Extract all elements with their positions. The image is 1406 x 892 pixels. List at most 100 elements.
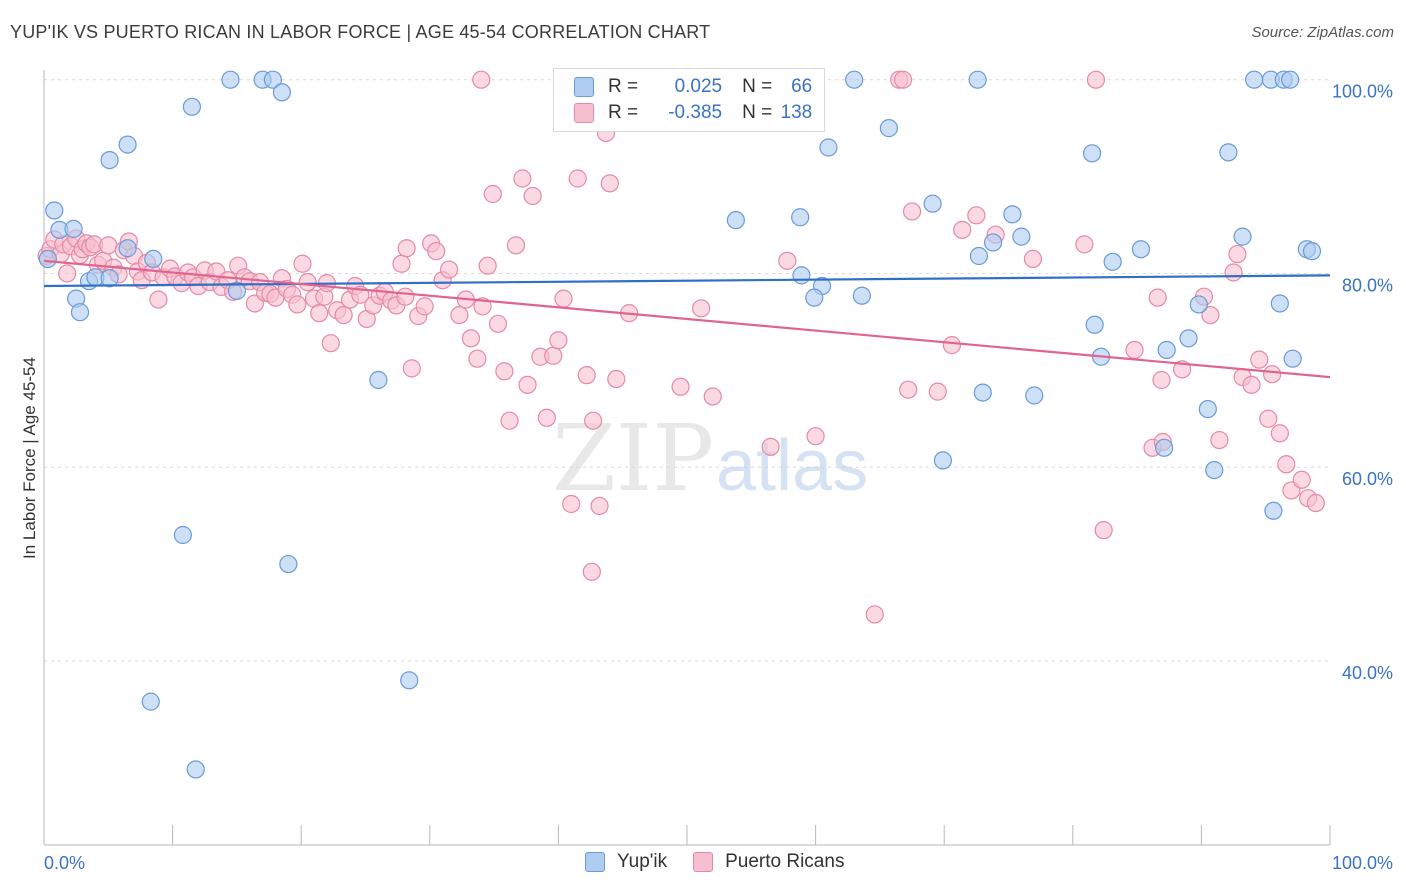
puerto-ricans-point [439,260,459,279]
puerto-ricans-point [1250,350,1269,369]
yupik-point [100,269,119,288]
puerto-ricans-point [1292,470,1311,489]
yupik-point [272,83,292,102]
legend-row-yupik: R = 0.025 N = 66 [574,75,812,99]
puerto-ricans-point [58,264,77,283]
puerto-ricans-point [495,362,514,381]
puerto-ricans-point [1242,375,1261,394]
x-tick-label: 0.0% [44,853,85,873]
y-tick-label: 60.0% [1342,469,1393,489]
puerto-ricans-point [1306,493,1325,513]
puerto-ricans-point [402,359,421,378]
yupik-point [983,233,1003,252]
watermark-zip: ZIP [552,405,714,512]
puerto-ricans-point [562,494,581,514]
puerto-ricans-point [293,254,312,273]
yupik-point [968,70,987,89]
yupik-point [1283,349,1302,368]
yupik-point [221,70,240,89]
yupik-point [1233,227,1252,246]
puerto-ricans-point [1152,370,1171,390]
yupik-point [118,239,137,258]
r-value: 0.025 [674,76,723,97]
puerto-ricans-point [1228,244,1247,264]
axes [43,70,1331,846]
puerto-ricans-point [865,605,884,624]
puerto-ricans-point [1125,340,1144,360]
puerto-ricans-point [1210,430,1229,450]
yupik-point [1155,438,1174,457]
stats-legend: R = 0.025 N = 66 R = -0.385 N = 138 [553,68,825,132]
r-label: R = [608,76,639,97]
puerto-ricans-point [1094,521,1113,540]
y-tick-label: 80.0% [1342,275,1393,295]
yupik-point [1131,240,1151,259]
puerto-ricans-point [537,408,556,427]
puerto-ricans-point [149,290,168,309]
puerto-ricans-point [1201,305,1220,325]
yupik-point [263,70,283,89]
puerto-ricans-trend-line [43,259,1331,379]
puerto-ricans-point [1086,70,1106,89]
yupik-point [1003,205,1022,224]
yupik-point [791,208,810,227]
yupik-point [1189,295,1208,314]
puerto-ricans-point [953,220,972,239]
puerto-ricans-swatch [693,852,714,872]
yupik-point [141,692,160,711]
yupik-point [819,138,838,157]
legend-row-puerto-ricans: R = -0.385 N = 138 [574,101,812,125]
yupik-point [852,286,871,305]
puerto-ricans-point [1270,424,1289,443]
yupik-point [400,671,419,690]
puerto-ricans-point [899,380,918,399]
puerto-ricans-point [607,369,626,389]
legend-item-yupik: Yup'ik [585,851,667,873]
puerto-ricans-point [513,169,532,188]
yupik-point [1270,294,1289,313]
puerto-ricans-point [450,305,469,325]
yupik-point [227,281,246,300]
tick-labels: 40.0% 60.0% 80.0% 100.0% 0.0% 100.0% [44,82,1393,873]
puerto-ricans-point [288,295,307,314]
puerto-ricans-point [518,375,537,394]
puerto-ricans-point [1277,455,1296,474]
puerto-ricans-point [590,496,609,516]
yupik-point [923,194,942,213]
source-label: Source: ZipAtlas.com [1251,24,1394,41]
yupik-label: Yup'ik [617,851,668,872]
puerto-ricans-point [584,411,603,430]
yupik-point [805,288,824,307]
yupik-point [879,119,899,138]
yupik-point [1219,143,1238,162]
yupik-point [173,525,192,545]
puerto-ricans-point [1023,249,1043,269]
legend-item-puerto-ricans: Puerto Ricans [693,851,844,873]
yupik-swatch [574,77,594,97]
puerto-ricans-point [577,366,596,385]
yupik-point [70,303,90,322]
puerto-ricans-point [967,206,986,225]
yupik-point [969,246,989,266]
n-value: 138 [780,102,813,123]
yupik-point [973,383,992,402]
puerto-ricans-point [928,382,947,401]
puerto-ricans-point [582,562,601,581]
puerto-ricans-point [321,334,340,353]
puerto-ricans-point [472,70,491,89]
puerto-ricans-point [778,251,797,270]
puerto-ricans-point [415,297,434,316]
yupik-point [1012,227,1031,246]
yupik-point [182,97,201,116]
yupik-point [38,249,57,269]
yupik-point [369,370,388,390]
yupik-point [1281,70,1300,89]
yupik-point [1302,242,1322,261]
puerto-ricans-point [806,427,825,446]
yupik-point [1103,252,1122,271]
puerto-ricans-point [761,437,780,456]
puerto-ricans-point [396,287,415,306]
puerto-ricans-point [600,174,619,193]
puerto-ricans-point [1148,288,1167,307]
